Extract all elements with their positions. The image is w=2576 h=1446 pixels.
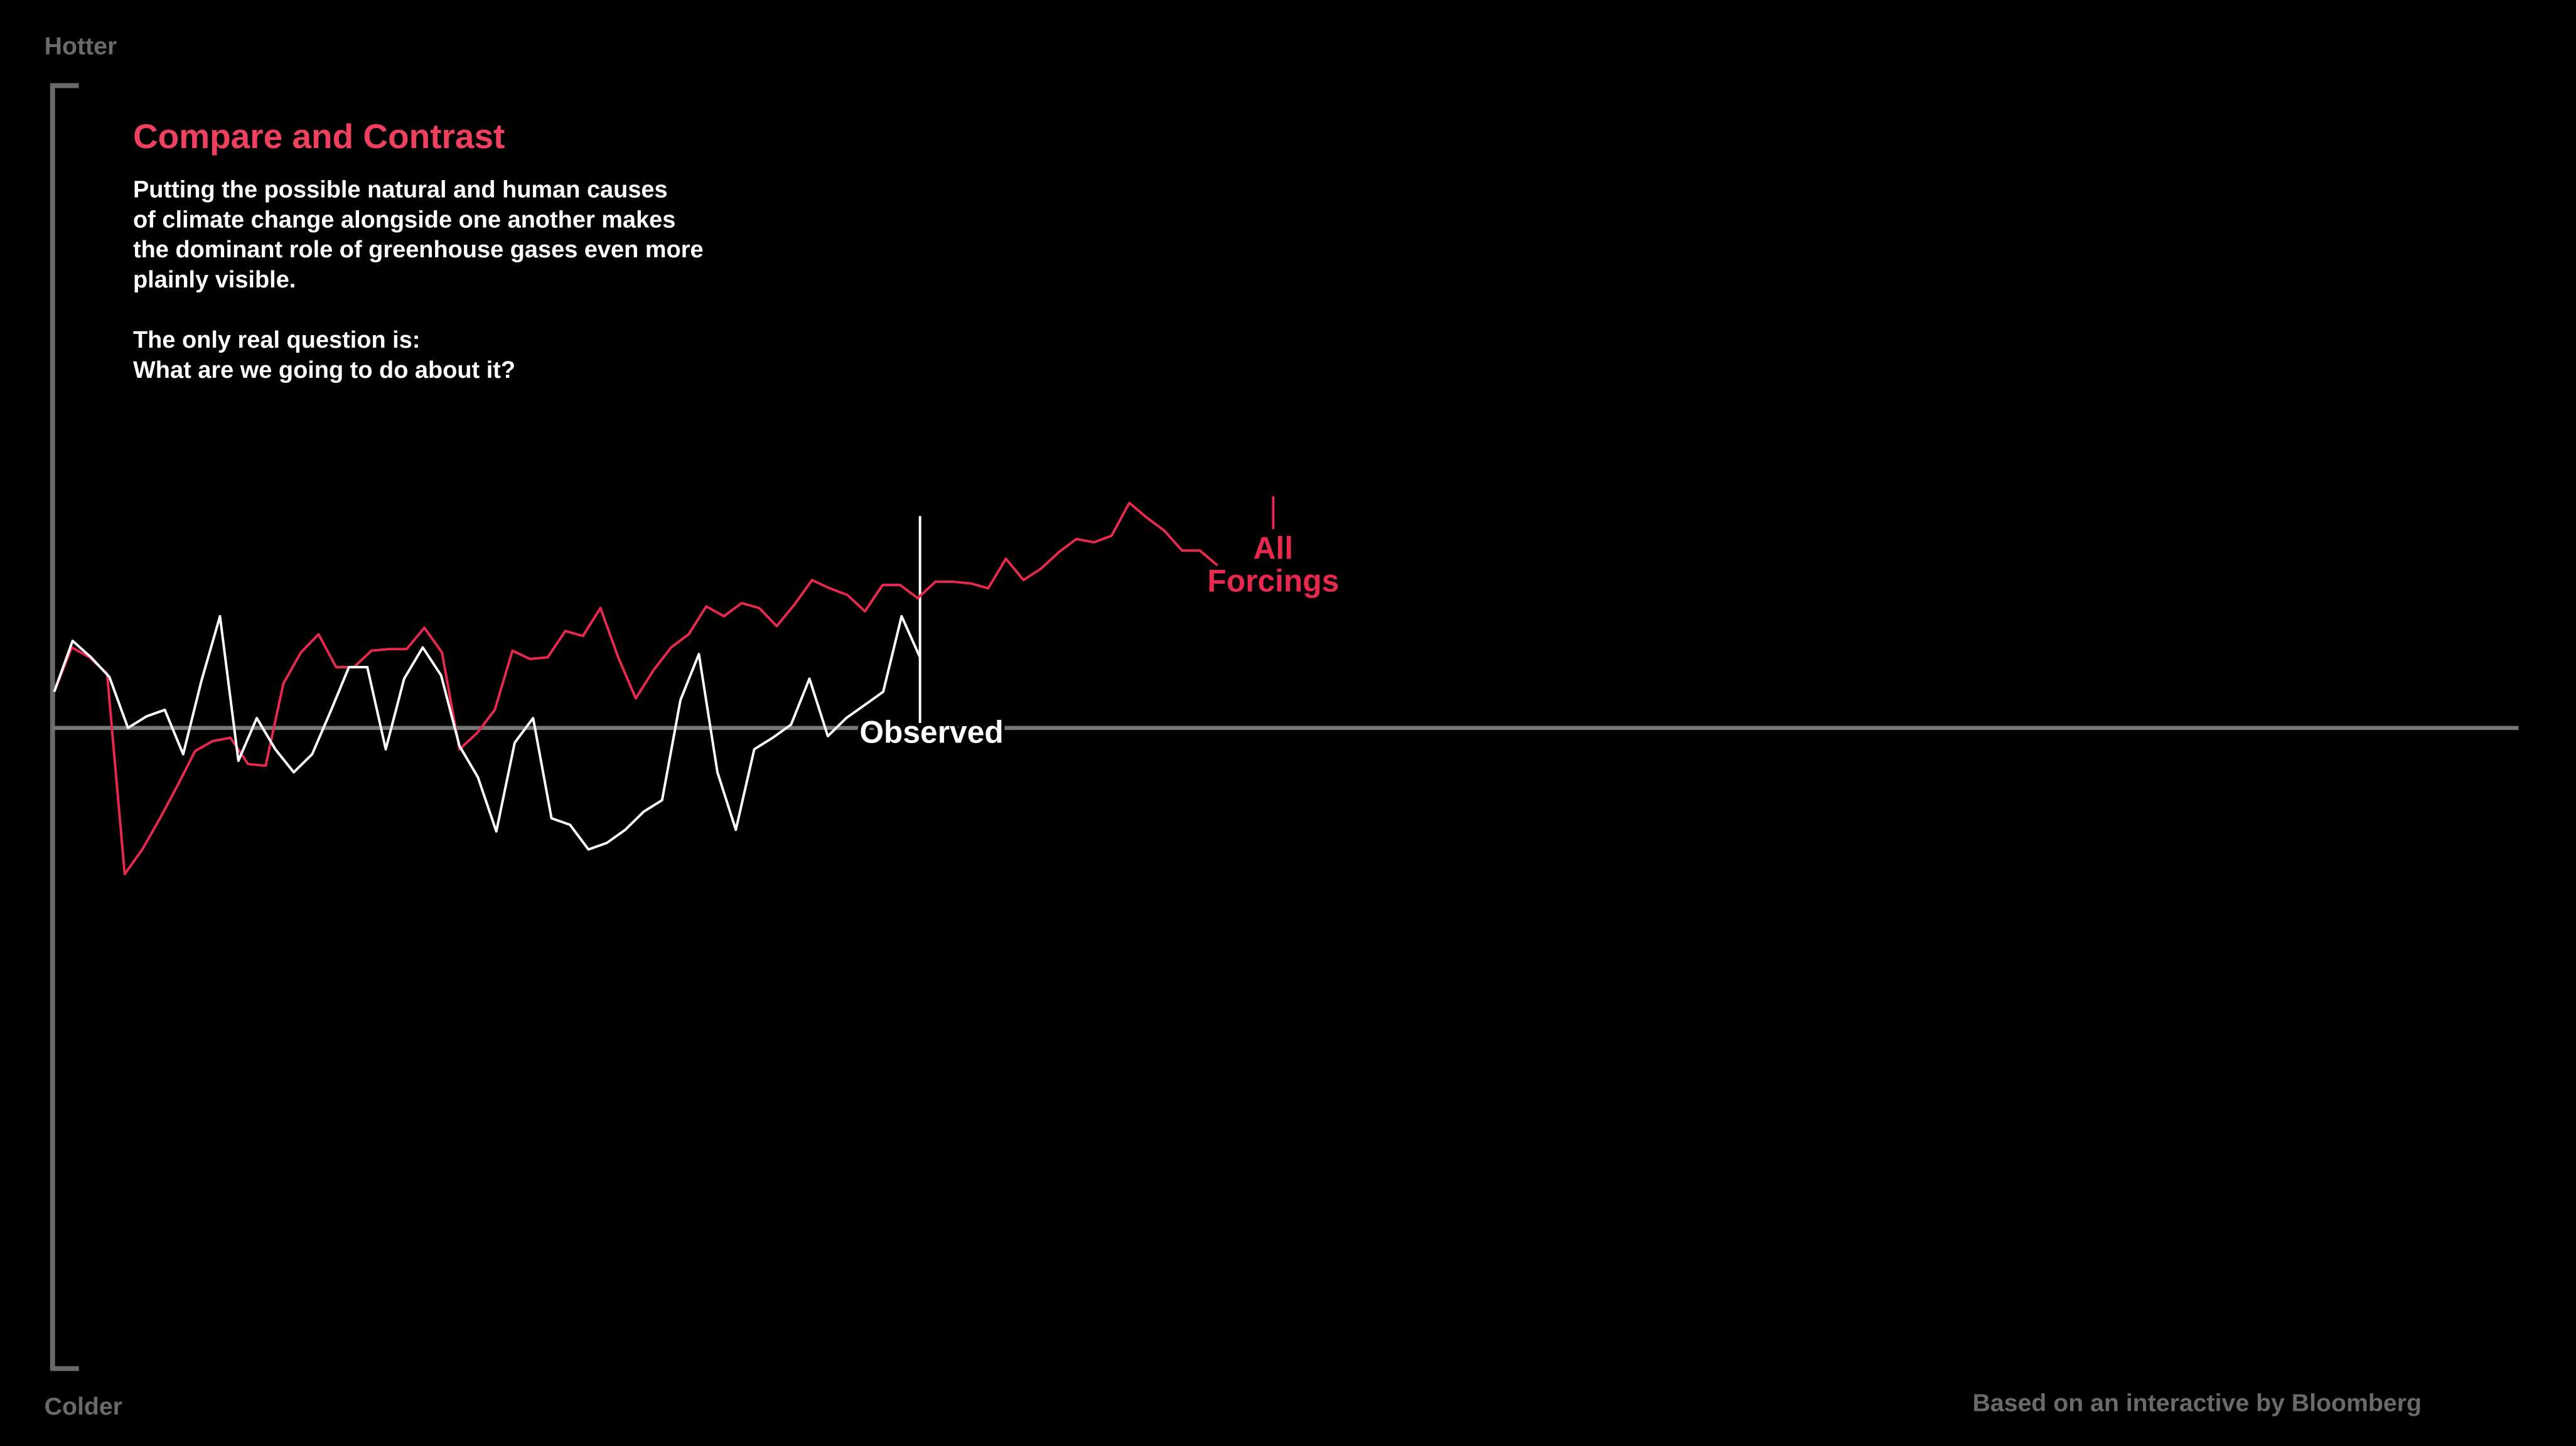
chart-title: Compare and Contrast — [133, 117, 505, 156]
label-line: Forcings — [1207, 564, 1339, 599]
label-line: All — [1253, 530, 1294, 565]
y-bottom-label: Colder — [45, 1393, 122, 1420]
body-text: Putting the possible natural and human c… — [133, 176, 668, 203]
series-line — [53, 501, 1218, 876]
body-text: The only real question is: — [133, 327, 420, 353]
source: Based on an interactive by Bloomberg — [1973, 1390, 2422, 1417]
series-line — [53, 614, 921, 851]
body-text: the dominant role of greenhouse gases ev… — [133, 237, 704, 263]
y-top-label: Hotter — [45, 33, 117, 60]
series-label: Observed — [859, 714, 1003, 749]
body-text: What are we going to do about it? — [133, 357, 515, 383]
body-text: of climate change alongside one another … — [133, 206, 675, 233]
body-text: plainly visible. — [133, 267, 296, 293]
series-label: All Forcings — [1207, 530, 1339, 598]
